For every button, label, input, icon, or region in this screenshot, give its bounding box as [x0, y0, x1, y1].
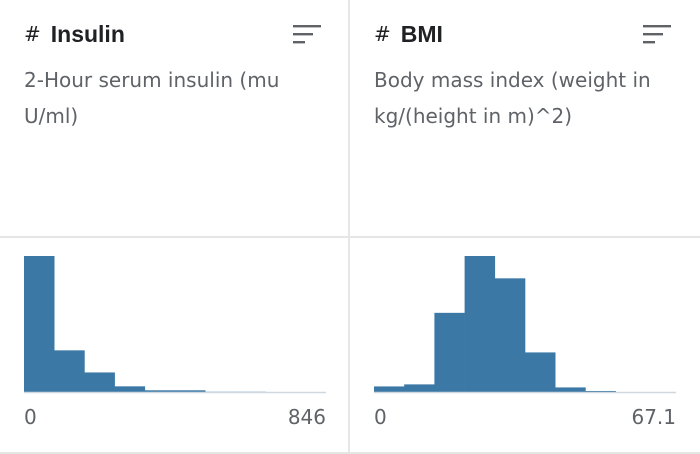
axis-labels: 0 846	[24, 402, 326, 432]
bottom-border	[0, 452, 700, 454]
column-title[interactable]: Insulin	[50, 20, 125, 47]
section-divider	[0, 236, 700, 238]
histogram	[24, 256, 326, 394]
histogram-bar[interactable]	[494, 278, 526, 392]
column-header: # BMI	[374, 18, 672, 50]
axis-max-label: 846	[287, 405, 326, 429]
column-card-bmi: # BMI Body mass index (weight in kg/(hei…	[350, 0, 700, 454]
histogram-bar[interactable]	[84, 372, 115, 392]
sort-lines-icon[interactable]	[292, 22, 322, 46]
numeric-type-icon: #	[24, 22, 41, 46]
histogram-bar[interactable]	[464, 256, 496, 392]
histogram-bar[interactable]	[585, 390, 616, 392]
histogram-bar[interactable]	[434, 312, 465, 392]
column-description: 2-Hour serum insulin (mu U/ml)	[24, 68, 280, 128]
histogram-bar[interactable]	[54, 350, 85, 392]
histogram-bar[interactable]	[374, 386, 405, 392]
histogram	[374, 256, 676, 394]
column-divider	[348, 0, 350, 454]
axis-max-label: 67.1	[631, 405, 676, 429]
histogram-bar[interactable]	[404, 384, 435, 392]
histogram-bar[interactable]	[175, 390, 206, 392]
histogram-bar[interactable]	[114, 386, 146, 392]
histogram-bar[interactable]	[144, 390, 176, 392]
column-title[interactable]: BMI	[400, 20, 443, 47]
column-description: Body mass index (weight in kg/(height in…	[374, 68, 651, 128]
sort-lines-icon[interactable]	[642, 22, 672, 46]
axis-min-label: 0	[374, 405, 387, 429]
column-card-insulin: # Insulin 2-Hour serum insulin (mu U/ml)…	[24, 18, 326, 432]
numeric-type-icon: #	[374, 22, 391, 46]
histogram-bar[interactable]	[525, 352, 556, 392]
histogram-bar[interactable]	[24, 256, 55, 392]
axis-labels: 0 67.1	[374, 402, 676, 432]
histogram-bar[interactable]	[555, 387, 586, 392]
column-header: # Insulin	[24, 18, 322, 50]
axis-min-label: 0	[24, 405, 37, 429]
